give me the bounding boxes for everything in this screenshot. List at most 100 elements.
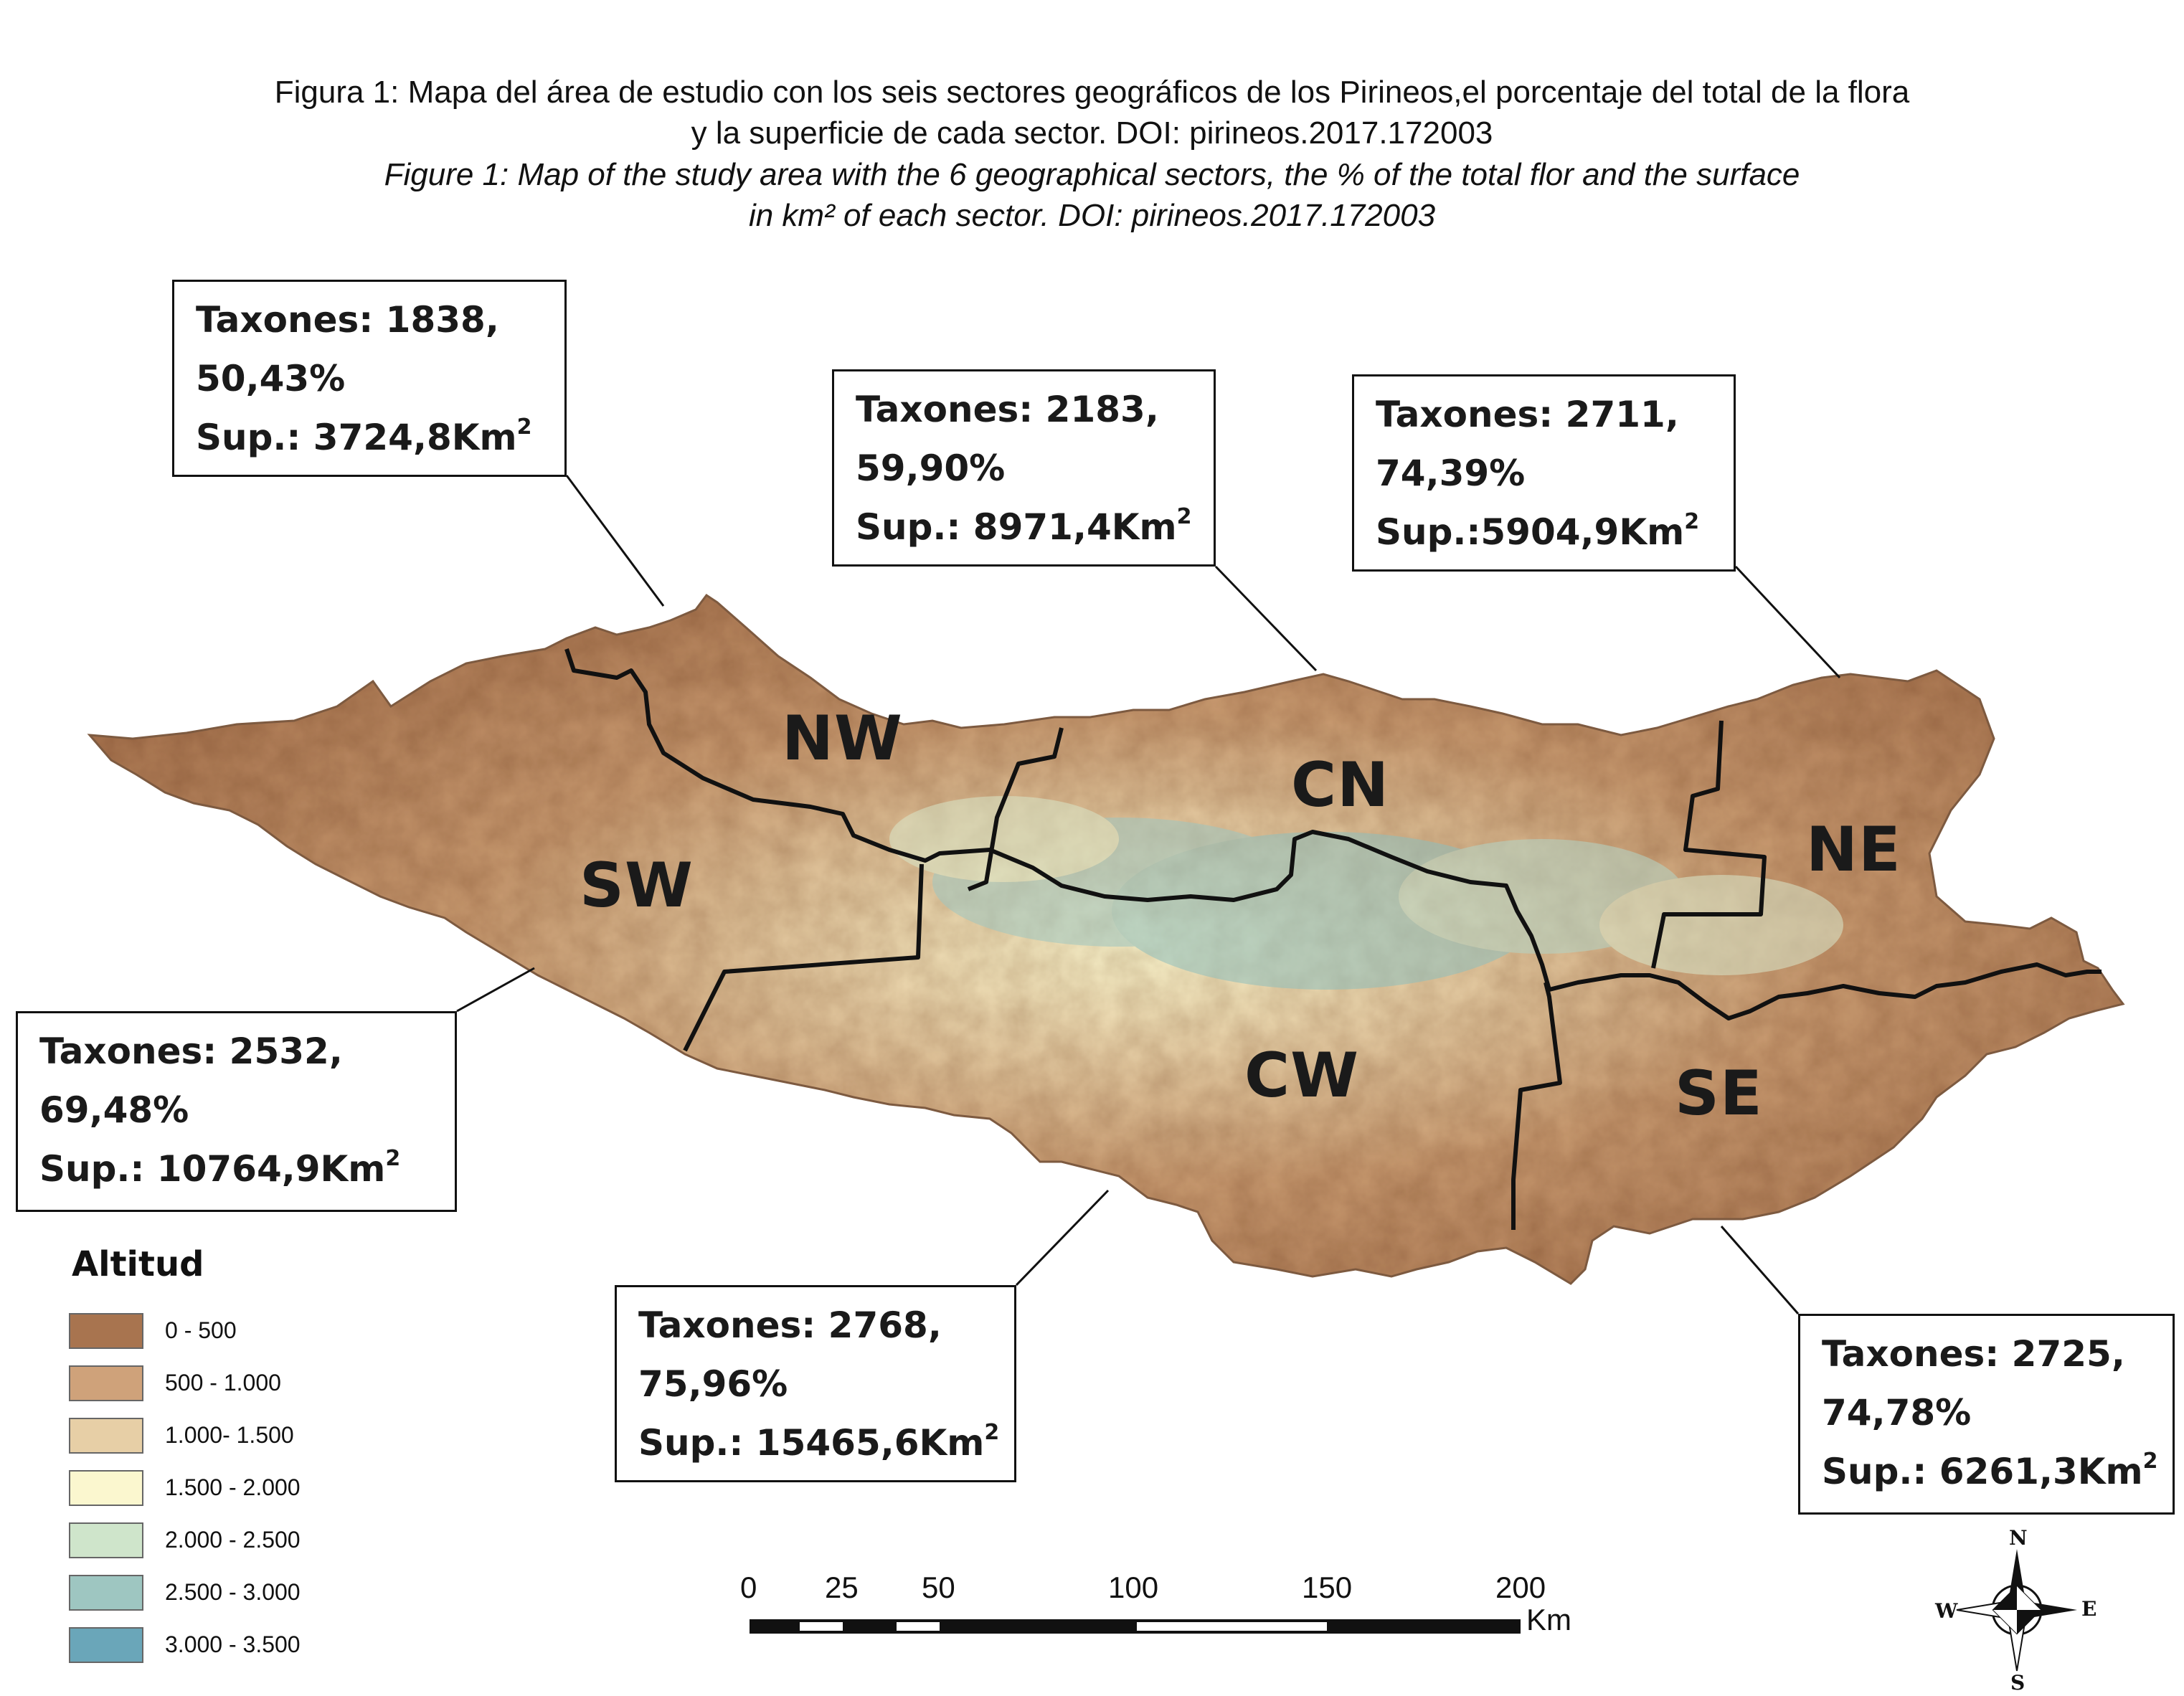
compass-south-label: S <box>2010 1671 2025 1695</box>
altitude-zone-ne <box>1599 875 1843 975</box>
legend-item: 500 - 1.000 <box>69 1357 301 1409</box>
scale-unit: Km <box>1526 1603 1571 1636</box>
taxa-count-sw: Taxones: 2532, <box>39 1031 343 1072</box>
leader-line-ne <box>1734 565 1841 679</box>
border-north-south <box>564 648 2102 1020</box>
scale-tick-25: 25 <box>825 1571 859 1604</box>
surface-value-cw: Sup.: 15465,6Km <box>638 1422 985 1464</box>
sector-borders <box>564 648 2102 1230</box>
border-cw-se <box>1511 982 1562 1230</box>
compass-west-label: W <box>1935 1599 1958 1623</box>
surface-exponent-se: 2 <box>2142 1449 2158 1474</box>
scale-tick-150: 150 <box>1302 1571 1353 1604</box>
scale-tick-50: 50 <box>922 1571 955 1604</box>
info-box-sw: Taxones: 2532, 69,48% Sup.: 10764,9Km2 <box>16 1011 457 1212</box>
scale-tick-100: 100 <box>1108 1571 1159 1604</box>
info-box-nw: Taxones: 1838, 50,43% Sup.: 3724,8Km2 <box>172 280 567 477</box>
compass-east-label: E <box>2081 1597 2097 1621</box>
sector-label-cw: CW <box>1244 1040 1359 1112</box>
taxa-count-nw: Taxones: 1838, <box>196 299 499 341</box>
scale-bar <box>750 1619 1521 1634</box>
surface-value-cn: Sup.: 8971,4Km <box>856 506 1177 548</box>
sector-label-ne: NE <box>1806 814 1901 886</box>
surface-exponent-nw: 2 <box>516 414 532 440</box>
legend-swatch <box>69 1626 143 1663</box>
scale-tick-200: 200 <box>1495 1571 1546 1604</box>
scale-bar-segment-white-3 <box>1137 1622 1327 1631</box>
legend-swatch <box>69 1522 143 1558</box>
compass-center-quadrant <box>2017 1586 2041 1610</box>
legend-label: 0 - 500 <box>165 1317 237 1343</box>
legend-swatch <box>69 1417 143 1454</box>
border-sw-cw <box>683 863 924 1052</box>
legend-label: 3.000 - 3.500 <box>165 1631 301 1657</box>
info-box-se: Taxones: 2725, 74,78% Sup.: 6261,3Km2 <box>1798 1314 2175 1515</box>
scale-bar-segment-white-2 <box>897 1622 940 1631</box>
compass-rose <box>1956 1549 2077 1672</box>
caption-english-line-1: Figure 1: Map of the study area with the… <box>384 157 1800 192</box>
caption-english: Figure 1: Map of the study area with the… <box>0 154 2184 236</box>
legend-swatch <box>69 1469 143 1506</box>
taxa-count-se: Taxones: 2725, <box>1822 1333 2125 1375</box>
surface-value-ne: Sup.:5904,9Km <box>1376 511 1685 553</box>
legend-swatch <box>69 1574 143 1611</box>
info-box-cn: Taxones: 2183, 59,90% Sup.: 8971,4Km2 <box>832 369 1216 567</box>
taxa-count-ne: Taxones: 2711, <box>1376 394 1679 435</box>
legend-swatch <box>69 1312 143 1349</box>
flora-percent-se: 74,78% <box>1822 1392 1972 1434</box>
leader-line-nw <box>565 475 665 607</box>
legend-label: 2.500 - 3.000 <box>165 1579 301 1605</box>
surface-value-se: Sup.: 6261,3Km <box>1822 1451 2143 1492</box>
legend-swatch <box>69 1365 143 1401</box>
legend-item: 2.500 - 3.000 <box>69 1566 301 1619</box>
leader-line-cn <box>1214 565 1318 672</box>
legend-item: 2.000 - 2.500 <box>69 1514 301 1566</box>
surface-exponent-cn: 2 <box>1176 504 1192 529</box>
sector-label-se: SE <box>1675 1058 1763 1129</box>
surface-exponent-cw: 2 <box>984 1420 1000 1445</box>
leader-line-sw <box>456 967 535 1013</box>
surface-value-nw: Sup.: 3724,8Km <box>196 417 517 458</box>
legend-items: 0 - 500 500 - 1.000 1.000- 1.500 1.500 - 2.… <box>69 1304 301 1671</box>
info-box-cw: Taxones: 2768, 75,96% Sup.: 15465,6Km2 <box>615 1285 1016 1482</box>
taxa-count-cw: Taxones: 2768, <box>638 1304 942 1346</box>
scale-bar-base <box>750 1619 1521 1634</box>
flora-percent-sw: 69,48% <box>39 1089 189 1131</box>
legend-label: 500 - 1.000 <box>165 1370 281 1396</box>
legend-item: 1.500 - 2.000 <box>69 1462 301 1514</box>
surface-sw: Sup.: 10764,9Km2 <box>39 1140 433 1198</box>
surface-cn: Sup.: 8971,4Km2 <box>856 498 1192 556</box>
legend-label: 1.500 - 2.000 <box>165 1474 301 1500</box>
altitude-legend: Altitud 0 - 500 500 - 1.000 1.000- 1.500 1.… <box>69 1244 301 1671</box>
surface-exponent-sw: 2 <box>385 1146 401 1171</box>
surface-cw: Sup.: 15465,6Km2 <box>638 1413 999 1472</box>
altitude-zone-west <box>889 796 1119 882</box>
sector-label-nw: NW <box>782 703 903 774</box>
surface-ne: Sup.:5904,9Km2 <box>1376 503 1712 562</box>
surface-nw: Sup.: 3724,8Km2 <box>196 408 543 467</box>
surface-value-sw: Sup.: 10764,9Km <box>39 1148 386 1190</box>
legend-label: 1.000- 1.500 <box>165 1422 294 1448</box>
leader-lines <box>456 475 1841 1314</box>
surface-se: Sup.: 6261,3Km2 <box>1822 1442 2157 1501</box>
border-nw-cn <box>967 727 1064 891</box>
sector-label-cn: CN <box>1291 749 1390 821</box>
caption-spanish: Figura 1: Mapa del área de estudio con l… <box>0 72 2184 153</box>
legend-item: 0 - 500 <box>69 1304 301 1357</box>
caption-spanish-line-1: Figura 1: Mapa del área de estudio con l… <box>274 75 1910 110</box>
leader-line-se <box>1720 1226 1800 1314</box>
flora-percent-ne: 74,39% <box>1376 453 1526 494</box>
compass-north-label: N <box>2009 1526 2028 1550</box>
taxa-count-cn: Taxones: 2183, <box>856 389 1159 430</box>
flora-percent-cn: 59,90% <box>856 447 1006 489</box>
info-box-ne: Taxones: 2711, 74,39% Sup.:5904,9Km2 <box>1352 374 1736 572</box>
scale-tick-0: 0 <box>740 1571 757 1604</box>
flora-percent-cw: 75,96% <box>638 1363 788 1405</box>
flora-percent-nw: 50,43% <box>196 358 346 399</box>
sector-label-sw: SW <box>580 850 694 922</box>
legend-item: 3.000 - 3.500 <box>69 1619 301 1671</box>
leader-line-cw <box>1015 1189 1110 1287</box>
legend-label: 2.000 - 2.500 <box>165 1527 301 1553</box>
legend-item: 1.000- 1.500 <box>69 1409 301 1462</box>
border-cn-ne <box>1651 720 1767 969</box>
